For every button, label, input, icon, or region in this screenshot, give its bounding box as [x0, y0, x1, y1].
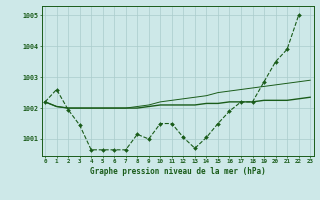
X-axis label: Graphe pression niveau de la mer (hPa): Graphe pression niveau de la mer (hPa) [90, 167, 266, 176]
